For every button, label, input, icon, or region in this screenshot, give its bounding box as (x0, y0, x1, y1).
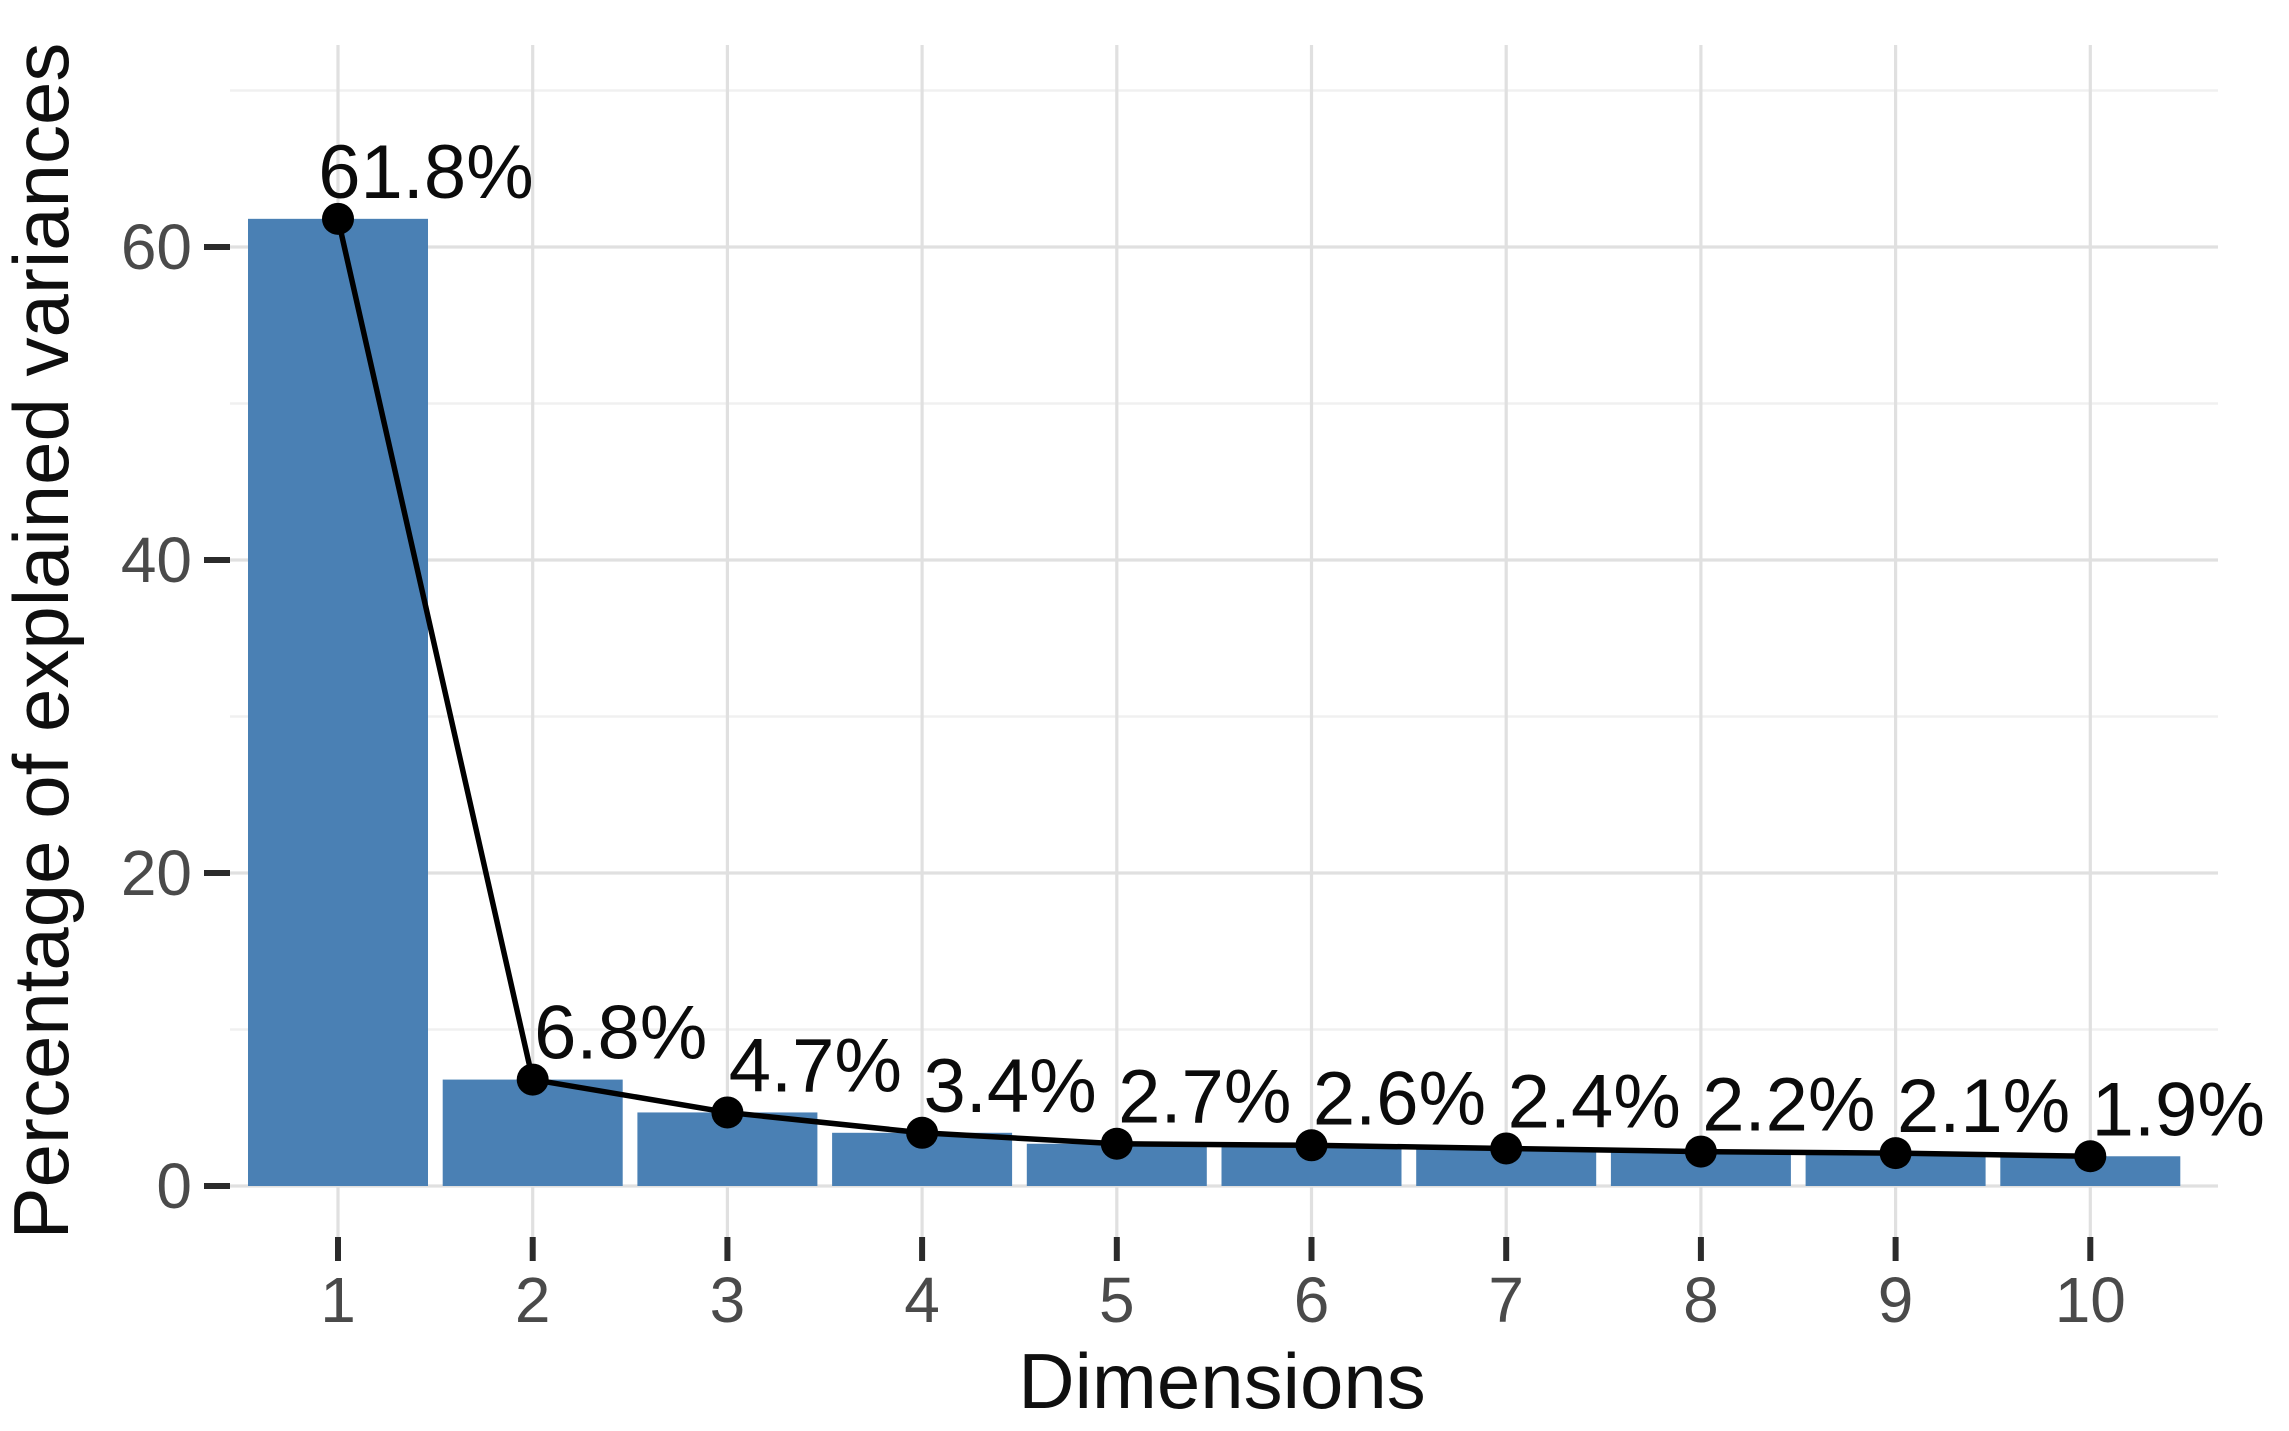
minor-gridlines (230, 89, 2218, 1031)
data-point-dimension-8 (1684, 1135, 1717, 1168)
value-labels: 61.8% 6.8% 4.7% 3.4% 2.7% 2.6% 2.4% 2.2% 2.1% 1.9… (318, 130, 2265, 1152)
value-label-dimension-9: 2.1% (1897, 1064, 2070, 1149)
bar-dimension-1 (248, 218, 428, 1186)
data-point-dimension-2 (516, 1063, 549, 1096)
x-tick-label: 1 (320, 1264, 356, 1336)
axis-ticks (204, 244, 2094, 1261)
value-label-dimension-6: 2.6% (1313, 1056, 1486, 1141)
bars (248, 218, 2181, 1186)
value-label-dimension-3: 4.7% (729, 1023, 902, 1108)
x-tick-label: 3 (710, 1264, 746, 1336)
bar-dimension-2 (442, 1079, 623, 1186)
data-point-dimension-10 (2074, 1140, 2107, 1173)
data-point-dimension-5 (1100, 1127, 1133, 1160)
data-point-dimension-9 (1879, 1137, 1912, 1170)
y-tick-label: 20 (121, 837, 192, 909)
data-point-dimension-7 (1490, 1132, 1523, 1165)
x-axis-title: Dimensions (1018, 1337, 1425, 1425)
x-tick-label: 10 (2055, 1264, 2126, 1336)
scree-line (335, 218, 2091, 1160)
value-label-dimension-8: 2.2% (1702, 1063, 1875, 1148)
y-tick-label: 0 (156, 1150, 192, 1222)
plot-panel (230, 45, 2218, 1237)
value-label-dimension-5: 2.7% (1118, 1055, 1291, 1140)
data-point-dimension-6 (1295, 1129, 1328, 1162)
value-label-dimension-7: 2.4% (1508, 1059, 1681, 1144)
y-tick-label: 40 (121, 524, 192, 596)
x-tick-label: 8 (1683, 1264, 1719, 1336)
value-label-dimension-4: 3.4% (923, 1044, 1096, 1129)
axis-tick-labels: 0 20 40 60 1 2 3 4 5 6 7 8 9 10 (121, 211, 2126, 1336)
y-tick-label: 60 (121, 211, 192, 283)
variance-line (335, 218, 2091, 1160)
data-point-dimension-3 (711, 1096, 744, 1129)
x-tick-label: 4 (904, 1264, 940, 1336)
x-tick-label: 7 (1488, 1264, 1524, 1336)
x-tick-label: 9 (1878, 1264, 1914, 1336)
data-point-dimension-1 (322, 202, 354, 235)
data-point-dimension-4 (906, 1116, 939, 1149)
x-tick-label: 5 (1099, 1264, 1135, 1336)
x-tick-label: 2 (515, 1264, 551, 1336)
x-tick-label: 6 (1294, 1264, 1330, 1336)
data-points (322, 202, 2107, 1173)
value-label-dimension-1: 61.8% (318, 130, 534, 215)
value-label-dimension-10: 1.9% (2092, 1067, 2265, 1152)
y-axis-title: Percentage of explained variances (0, 43, 85, 1240)
value-label-dimension-2: 6.8% (534, 991, 707, 1076)
